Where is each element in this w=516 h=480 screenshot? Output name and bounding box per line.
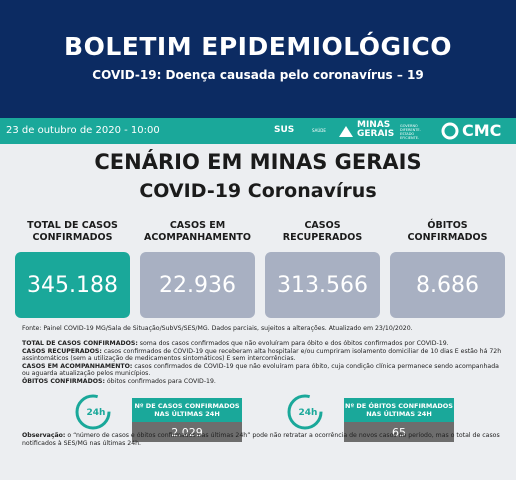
subtitle: COVID-19: Doença causada pelo coronavíru…: [92, 68, 424, 82]
clock-ring: [75, 394, 111, 430]
source: Fonte: Painel COVID-19 MG/Sala de Situaç…: [22, 325, 413, 332]
definition: CASOS EM ACOMPANHAMENTO: casos confirmad…: [22, 363, 507, 378]
logo-icon: [339, 126, 353, 137]
card-label: CASOS RECUPERADOS: [282, 220, 363, 243]
card-label: CASOS EM ACOMPANHAMENTO: [143, 220, 251, 243]
logo-cmc: CMC: [462, 121, 502, 140]
daily-value: 2.029: [132, 422, 242, 442]
card-value: 8.686: [390, 252, 505, 318]
definition-term: ÓBITOS CONFIRMADOS:: [22, 377, 105, 385]
card-value: 22.936: [140, 252, 255, 318]
definition: TOTAL DE CASOS CONFIRMADOS: soma dos cas…: [22, 340, 507, 348]
logo-saude: SAÚDE: [312, 128, 326, 133]
definition-text: soma dos casos confirmados que não evolu…: [137, 340, 449, 347]
date: 23 de outubro de 2020 - 10:00: [6, 125, 160, 136]
scenario-subtitle: COVID-19 Coronavírus: [139, 180, 377, 202]
card-value: 313.566: [265, 252, 380, 318]
logo-gov: GOVERNO DIFERENTE. ESTADO EFICIENTE.: [400, 124, 421, 140]
info-bar: 23 de outubro de 2020 - 10:00 SUS SAÚDE …: [0, 118, 516, 144]
daily-label: Nº DE CASOS CONFIRMADOS NAS ÚLTIMAS 24H: [132, 398, 242, 422]
card-value: 345.188: [15, 252, 130, 318]
clock-icon: 24h: [287, 394, 323, 430]
definitions: TOTAL DE CASOS CONFIRMADOS: soma dos cas…: [22, 340, 507, 386]
logo-mg: MINAS GERAIS: [357, 120, 395, 139]
scenario-title: CENÁRIO EM MINAS GERAIS: [94, 150, 422, 174]
definition-term: CASOS RECUPERADOS:: [22, 347, 102, 355]
daily-label: Nº DE ÓBITOS CONFIRMADOS NAS ÚLTIMAS 24H: [344, 398, 454, 422]
clock-icon: 24h: [75, 394, 111, 430]
clock-ring: [287, 394, 323, 430]
definition: ÓBITOS CONFIRMADOS: óbitos confirmados p…: [22, 378, 507, 386]
note: Observação: o “número de casos e óbitos …: [22, 432, 502, 447]
daily-value: 65: [344, 422, 454, 442]
definition: CASOS RECUPERADOS: casos confirmados de …: [22, 348, 507, 363]
clock-label: 24h: [87, 408, 106, 418]
logo-cmc-icon: [441, 122, 459, 140]
header: BOLETIM EPIDEMIOLÓGICO COVID-19: Doença …: [0, 0, 516, 118]
card-label: TOTAL DE CASOS CONFIRMADOS: [27, 220, 118, 243]
definition-text: óbitos confirmados para COVID-19.: [104, 377, 216, 385]
logo-sus: SUS: [274, 125, 295, 135]
definition-term: CASOS EM ACOMPANHAMENTO:: [22, 362, 133, 370]
definition-term: TOTAL DE CASOS CONFIRMADOS:: [22, 340, 138, 347]
note-term: Observação:: [22, 432, 66, 439]
title: BOLETIM EPIDEMIOLÓGICO: [64, 32, 452, 61]
card-label: ÓBITOS CONFIRMADOS: [407, 220, 488, 243]
note-text: o “número de casos e óbitos confirmados …: [22, 432, 500, 447]
definition-text: casos confirmados de COVID-19 que recebe…: [22, 347, 502, 363]
definition-text: casos confirmados de COVID-19 que não ev…: [22, 362, 499, 378]
clock-label: 24h: [299, 408, 318, 418]
